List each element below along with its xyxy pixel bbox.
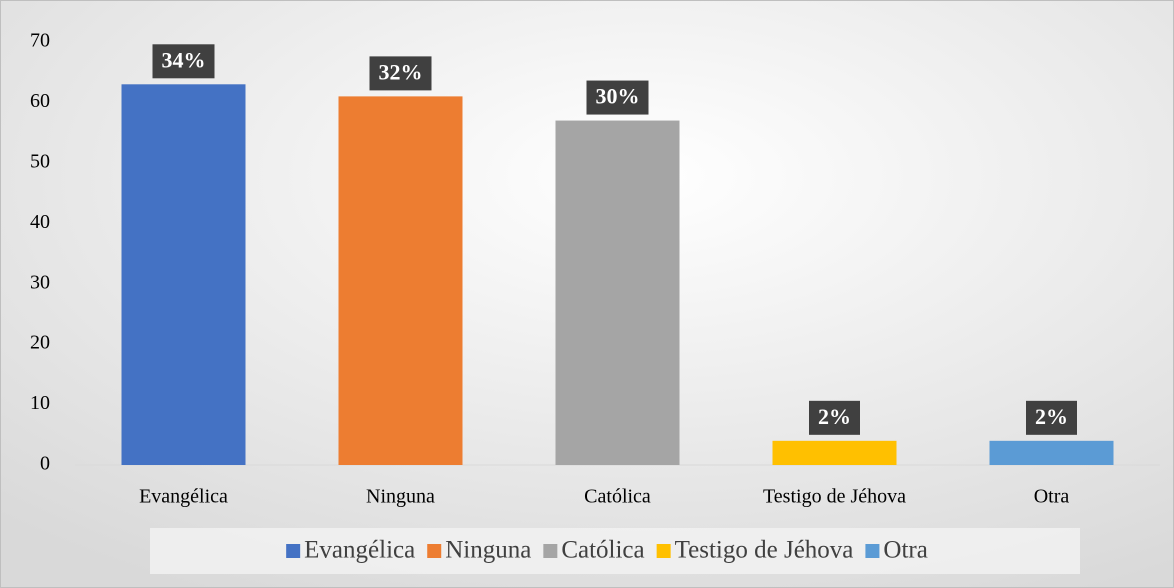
legend-swatch — [427, 544, 442, 558]
bar — [121, 84, 246, 466]
data-label-box — [152, 44, 215, 79]
y-tick-label: 10 — [30, 392, 50, 414]
x-tick-label: Otra — [1034, 486, 1070, 508]
bar — [772, 440, 897, 465]
data-label-box — [809, 400, 860, 435]
y-tick-label: 30 — [30, 271, 50, 293]
y-tick-label: 40 — [30, 211, 50, 233]
data-label-box — [369, 56, 432, 91]
bar — [989, 440, 1114, 465]
data-label-box — [1026, 400, 1077, 435]
legend-label: Católica — [561, 537, 644, 564]
data-label: 34% — [162, 47, 206, 72]
x-tick-label: Católica — [584, 486, 651, 508]
legend-box — [150, 528, 1080, 574]
legend-label: Testigo de Jéhova — [675, 537, 854, 564]
data-label: 2% — [1035, 404, 1068, 429]
y-tick-label: 60 — [30, 90, 50, 112]
legend-label: Evangélica — [304, 537, 415, 564]
bar — [338, 96, 463, 465]
x-tick-label: Ninguna — [366, 486, 435, 508]
y-tick-label: 50 — [30, 150, 50, 172]
legend-swatch — [543, 544, 558, 558]
y-tick-label: 70 — [30, 30, 50, 52]
legend-swatch — [656, 544, 671, 558]
legend-swatch — [865, 544, 880, 558]
y-tick-label: 0 — [40, 453, 50, 475]
y-tick-label: 20 — [30, 332, 50, 354]
data-label-box — [586, 80, 649, 115]
data-label: 2% — [818, 404, 851, 429]
legend-label: Otra — [883, 537, 927, 564]
legend-swatch — [286, 544, 301, 558]
x-tick-label: Evangélica — [139, 486, 228, 508]
legend-label: Ninguna — [445, 537, 531, 564]
data-label: 32% — [379, 59, 423, 84]
bar — [555, 120, 680, 466]
x-tick-label: Testigo de Jéhova — [763, 486, 906, 508]
data-label: 30% — [596, 84, 640, 109]
